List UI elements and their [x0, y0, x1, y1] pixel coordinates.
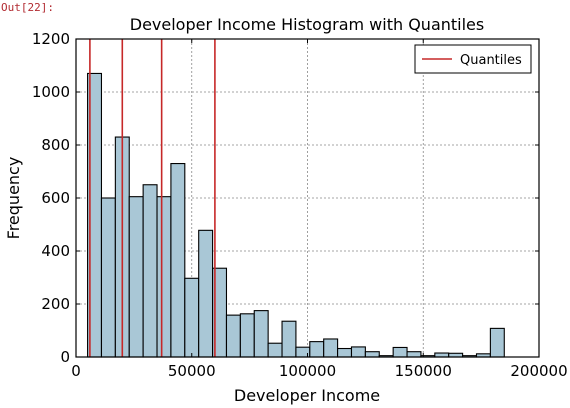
histogram-bar	[489, 327, 505, 358]
histogram-bars	[87, 72, 505, 358]
histogram-bar	[364, 351, 380, 358]
x-tick-label: 200000	[510, 362, 567, 380]
y-tick-label: 1200	[32, 30, 70, 48]
y-tick-label: 600	[41, 189, 70, 207]
x-axis-ticks: 0 50000 100000 150000 200000	[71, 39, 568, 380]
histogram-bar	[128, 196, 144, 358]
y-tick-label: 0	[60, 348, 70, 366]
histogram-bar	[392, 346, 408, 358]
histogram-bar	[267, 342, 283, 358]
y-tick-label: 200	[41, 295, 70, 313]
histogram-bar	[239, 313, 255, 358]
cell-output-prompt: Out[22]:	[1, 1, 54, 14]
quantile-lines	[89, 39, 216, 357]
y-axis-ticks: 0 200 400 600 800 1000 1200	[32, 30, 539, 366]
legend-label-quantiles: Quantiles	[460, 53, 522, 68]
y-tick-label: 1000	[32, 83, 70, 101]
histogram-bar	[281, 320, 297, 358]
legend: Quantiles	[414, 44, 532, 74]
histogram-bar	[350, 346, 366, 358]
histogram-bar	[253, 310, 269, 358]
y-axis-label: Frequency	[4, 157, 23, 240]
x-tick-label: 150000	[395, 362, 452, 380]
chart-title: Developer Income Histogram with Quantile…	[130, 15, 484, 34]
histogram-bar	[309, 341, 325, 358]
histogram-bar	[100, 197, 116, 358]
histogram-bar	[142, 184, 158, 358]
y-tick-label: 800	[41, 136, 70, 154]
histogram-bar	[225, 314, 241, 358]
histogram-bar	[337, 347, 353, 358]
y-tick-label: 400	[41, 242, 70, 260]
histogram-bar	[170, 163, 186, 358]
histogram-bar	[198, 229, 214, 358]
histogram-bar	[323, 338, 339, 358]
histogram-bar	[406, 351, 422, 358]
histogram-bar	[156, 196, 172, 358]
histogram-bar	[184, 277, 200, 358]
x-tick-label: 50000	[168, 362, 216, 380]
x-tick-label: 0	[71, 362, 81, 380]
x-tick-label: 100000	[279, 362, 336, 380]
x-axis-label: Developer Income	[234, 386, 380, 405]
